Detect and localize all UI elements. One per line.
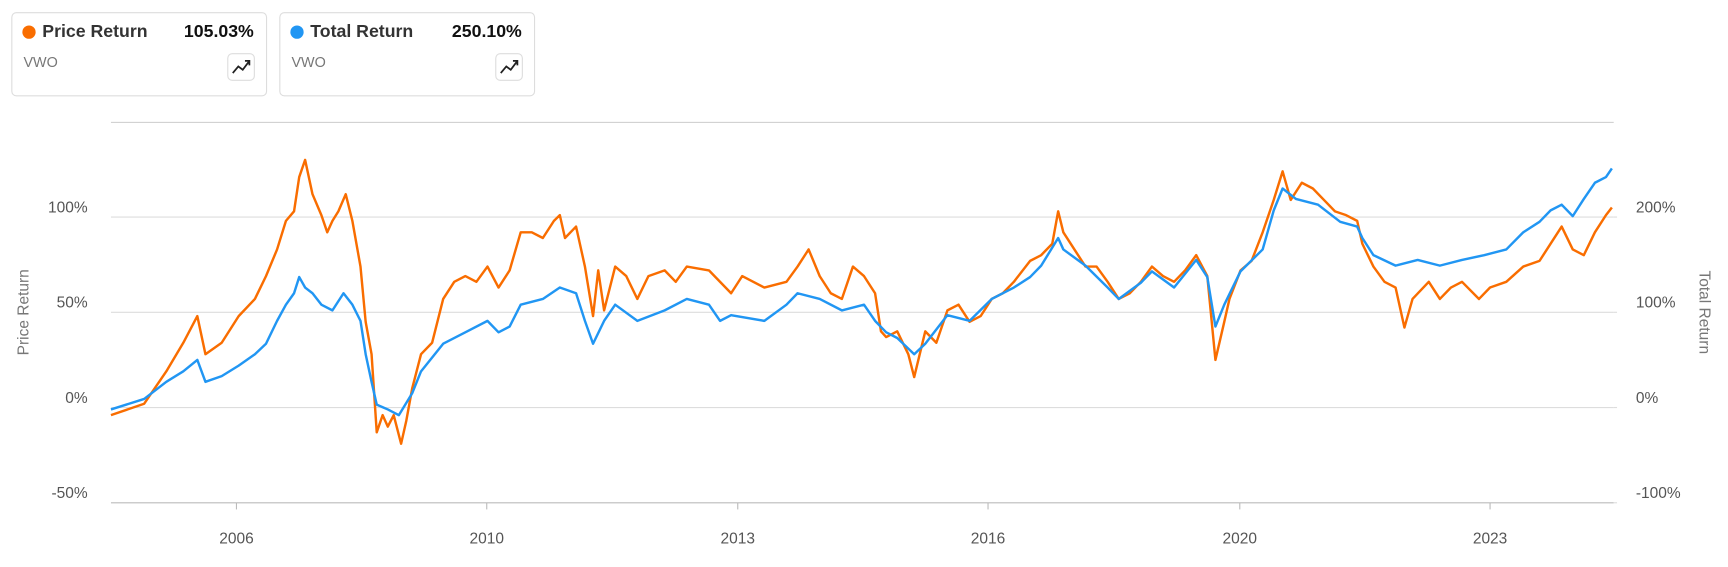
chart-icon-button[interactable]: [227, 53, 255, 81]
y-tick-label: -50%: [52, 485, 88, 502]
x-tick-label: 2020: [1223, 530, 1258, 547]
y-tick-label: 50%: [57, 295, 88, 312]
y2-axis-title: Total Return: [1695, 271, 1712, 355]
legend-dot: [290, 25, 304, 39]
legend-card: Price Return 105.03% VWO: [11, 12, 268, 97]
x-tick-label: 2006: [219, 530, 253, 547]
legend-card: Total Return 250.10% VWO: [279, 12, 536, 97]
legend-ticker: VWO: [23, 55, 57, 71]
chart-icon-button[interactable]: [495, 53, 523, 81]
y-tick-label: 0%: [65, 390, 88, 407]
series-line: [110, 158, 1613, 445]
legend-value: 250.10%: [452, 21, 522, 41]
series-line: [110, 167, 1613, 417]
legend-value: 105.03%: [184, 21, 254, 41]
card-frame: [279, 12, 536, 97]
y-axis-title: Price Return: [16, 269, 33, 355]
legend-label: Total Return: [310, 21, 413, 41]
legend-ticker: VWO: [291, 55, 325, 71]
y2-tick-label: 100%: [1636, 295, 1676, 312]
x-tick-label: 2013: [721, 530, 755, 547]
x-tick-label: 2023: [1473, 530, 1507, 547]
card-frame: [11, 12, 268, 97]
legend-dot: [22, 25, 36, 39]
y2-tick-label: -100%: [1636, 485, 1681, 502]
legend-label: Price Return: [42, 21, 147, 41]
y2-tick-label: 0%: [1636, 390, 1659, 407]
x-tick-label: 2010: [469, 530, 504, 547]
y2-tick-label: 200%: [1636, 199, 1676, 216]
y-tick-label: 100%: [48, 199, 88, 216]
x-tick-label: 2016: [971, 530, 1005, 547]
